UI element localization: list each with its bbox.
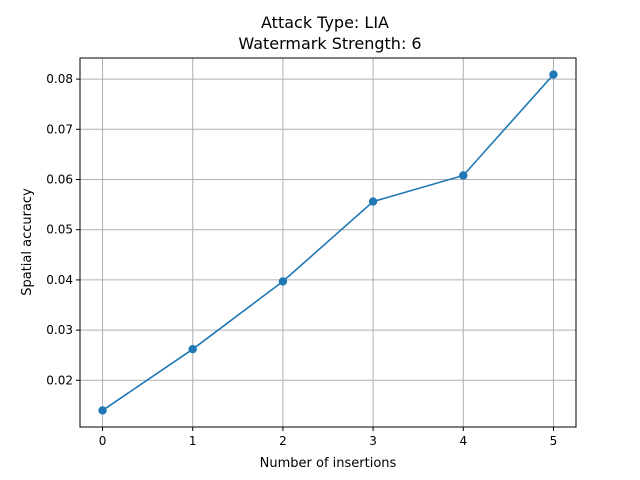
data-point — [459, 171, 468, 180]
x-tick-label: 0 — [99, 434, 107, 448]
y-tick-label: 0.06 — [46, 172, 73, 186]
x-tick-label: 2 — [279, 434, 287, 448]
series — [98, 70, 558, 415]
data-point — [98, 406, 107, 415]
data-point — [188, 344, 197, 354]
y-axis-label: Spatial accuracy — [20, 188, 35, 296]
grid — [80, 58, 576, 427]
y-tick-label: 0.05 — [46, 223, 73, 237]
chart-title-line2: Watermark Strength: 6 — [238, 34, 421, 53]
y-axis-ticks: 0.02 0.03 0.04 0.05 0.06 0.07 0.08 — [46, 72, 80, 387]
x-tick-label: 1 — [189, 434, 197, 448]
data-point — [278, 277, 288, 286]
data-point — [549, 70, 558, 79]
x-axis-ticks: 0 1 2 3 4 5 — [99, 427, 558, 448]
data-point — [368, 197, 378, 206]
chart-title-line1: Attack Type: LIA — [261, 13, 389, 32]
x-tick-label: 5 — [550, 434, 558, 448]
y-tick-label: 0.04 — [46, 273, 73, 287]
x-axis-label: Number of insertions — [260, 456, 397, 471]
series-line — [102, 74, 555, 412]
y-tick-label: 0.03 — [46, 323, 73, 337]
x-tick-label: 3 — [369, 434, 377, 448]
y-tick-label: 0.07 — [46, 122, 73, 136]
plot-frame — [79, 57, 577, 428]
x-tick-label: 4 — [459, 434, 467, 448]
y-tick-label: 0.02 — [46, 373, 73, 387]
y-tick-label: 0.08 — [46, 72, 73, 86]
